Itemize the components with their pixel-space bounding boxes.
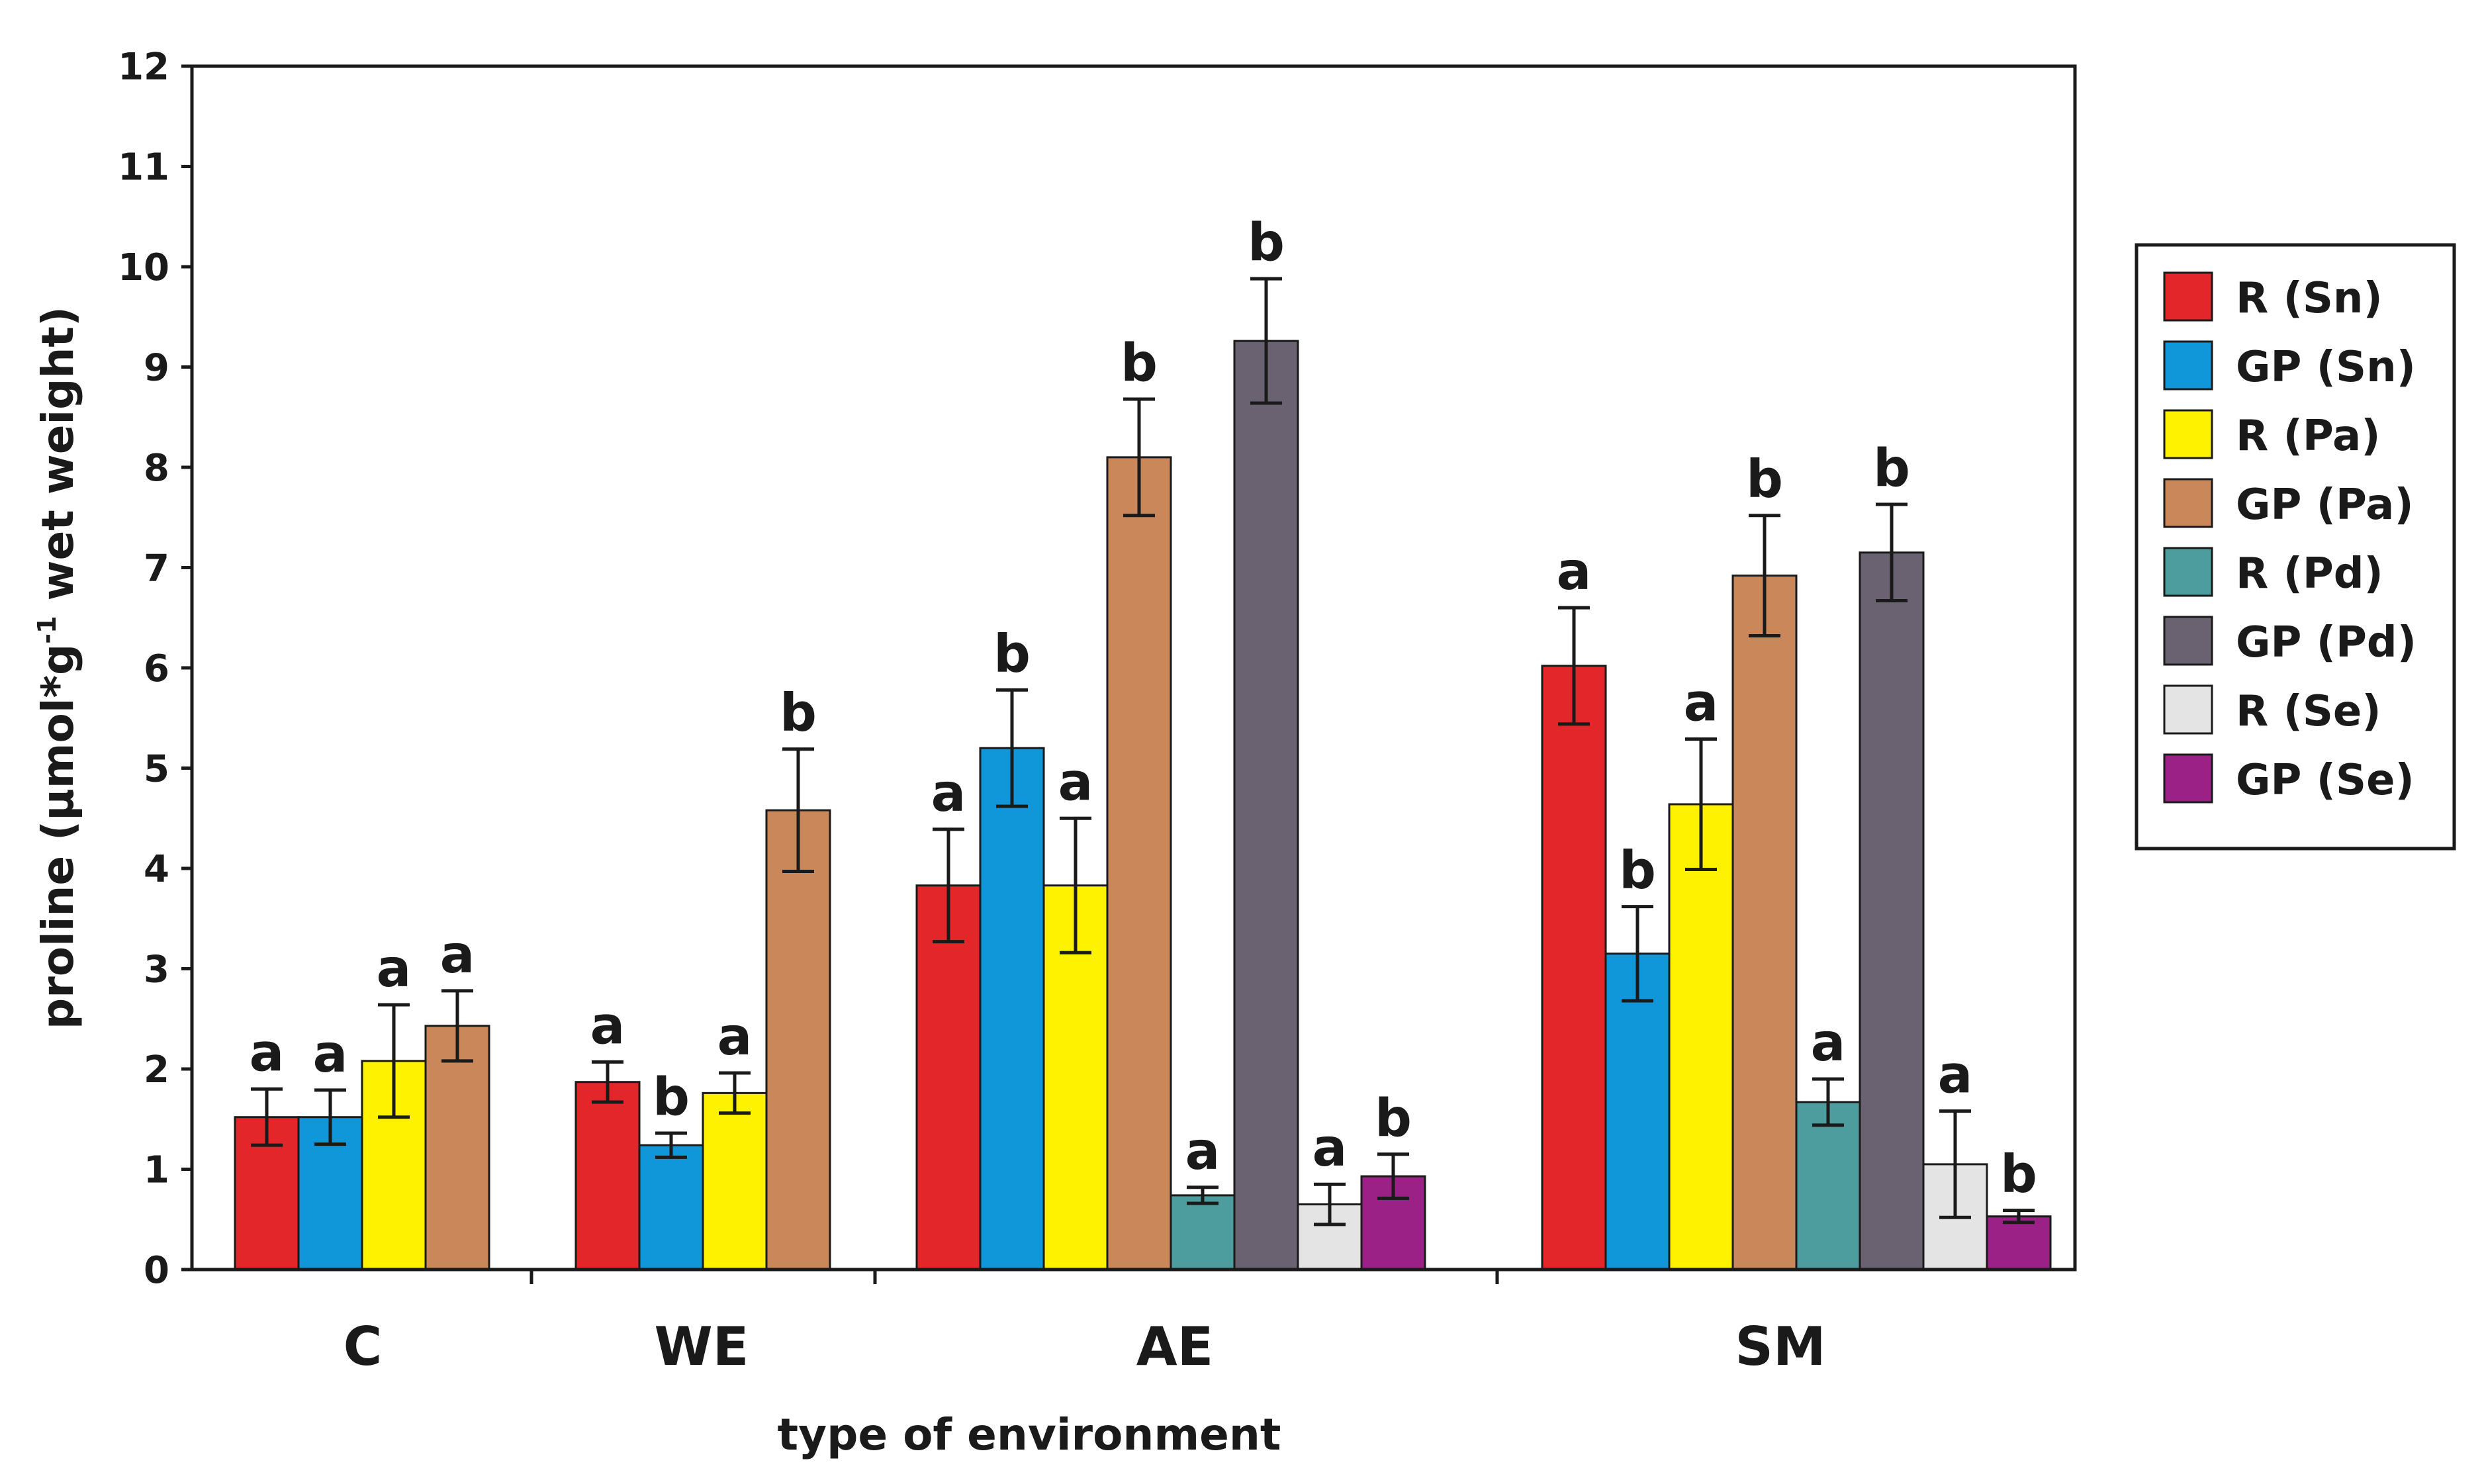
bar: [702, 1091, 768, 1271]
y-axis-title-superscript: -1: [32, 616, 62, 643]
x-category-label: C: [344, 1316, 383, 1377]
legend-swatch: [2163, 478, 2213, 528]
y-tick-label: 7: [144, 547, 169, 590]
y-tick-label: 11: [118, 146, 169, 189]
significance-letter: a: [1938, 1046, 1973, 1105]
bar: [1986, 1215, 2052, 1271]
y-tick-label: 1: [144, 1149, 169, 1192]
bar: [1604, 952, 1671, 1271]
y-tick-label: 4: [144, 848, 169, 891]
significance-letter: b: [993, 624, 1031, 684]
significance-letter: a: [931, 764, 966, 823]
y-tick-label: 0: [144, 1249, 169, 1292]
legend-swatch: [2163, 409, 2213, 459]
legend-swatch: [2163, 271, 2213, 322]
legend-label: GP (Sn): [2236, 343, 2416, 392]
significance-letter: a: [1185, 1122, 1220, 1182]
legend-label: R (Pd): [2236, 549, 2383, 598]
y-tick-label: 6: [144, 647, 169, 690]
bar: [765, 809, 831, 1271]
x-category-label: WE: [655, 1316, 749, 1377]
bar: [424, 1025, 490, 1271]
y-tick-label: 2: [144, 1048, 169, 1091]
error-bars-layer: [251, 277, 2035, 1227]
bar: [979, 747, 1045, 1271]
significance-letter: a: [1684, 674, 1719, 733]
legend-label: R (Se): [2236, 687, 2381, 736]
significance-letter: a: [313, 1025, 348, 1084]
legend-label: GP (Se): [2236, 756, 2415, 805]
legend-swatch: [2163, 616, 2213, 666]
significance-letter: b: [1121, 334, 1158, 393]
legend-swatch: [2163, 547, 2213, 597]
significance-letter: b: [1746, 450, 1783, 510]
significance-letter: a: [590, 996, 625, 1056]
bars-layer: [234, 340, 2052, 1271]
significance-letter: a: [717, 1007, 753, 1067]
significance-letter: a: [440, 925, 475, 985]
significance-letter: a: [1811, 1013, 1846, 1073]
bar: [575, 1081, 641, 1271]
legend-label: R (Sn): [2236, 274, 2383, 323]
y-tick-label: 5: [144, 748, 169, 791]
bar: [1170, 1194, 1236, 1271]
significance-letter: a: [250, 1023, 285, 1083]
y-tick-label: 3: [144, 949, 169, 992]
legend-label: R (Pa): [2236, 412, 2380, 461]
significance-letter: b: [653, 1068, 690, 1127]
bar: [1859, 551, 1925, 1271]
significance-letter: b: [1619, 841, 1656, 901]
significance-letter: a: [1557, 542, 1592, 602]
bar: [638, 1144, 704, 1271]
bar: [1795, 1101, 1861, 1271]
legend-swatch: [2163, 684, 2213, 735]
significance-letter: b: [780, 684, 817, 743]
legend-label: GP (Pd): [2236, 618, 2416, 667]
bar: [1541, 665, 1607, 1271]
x-category-label: SM: [1735, 1316, 1825, 1377]
bar: [1106, 456, 1172, 1271]
y-tick-label: 8: [144, 447, 169, 490]
x-axis-title: type of environment: [778, 1409, 1281, 1460]
significance-letter: a: [1058, 753, 1093, 812]
significance-letter: b: [1375, 1089, 1412, 1148]
legend-label: GP (Pa): [2236, 481, 2414, 530]
y-axis-title: proline (µmol*g-1 wet weight): [32, 306, 83, 1029]
bar: [1668, 803, 1734, 1271]
bar: [1233, 340, 1299, 1271]
y-tick-label: 9: [144, 347, 169, 390]
legend: R (Sn) GP (Sn) R (Pa) GP (Pa) R (Pd) GP (Pd) R…: [2135, 243, 2456, 851]
x-category-label: AE: [1136, 1316, 1214, 1377]
y-tick-label: 10: [118, 246, 169, 289]
y-tick-label: 12: [118, 46, 169, 89]
significance-letter: a: [1312, 1119, 1348, 1178]
bar: [1731, 575, 1798, 1271]
legend-swatch: [2163, 340, 2213, 391]
significance-letter: b: [2000, 1145, 2037, 1205]
y-axis-title-unit: wet weight): [32, 306, 83, 616]
significance-letter: a: [377, 939, 412, 999]
significance-letter: b: [1873, 439, 1910, 498]
significance-letter: b: [1248, 213, 1285, 273]
legend-swatch: [2163, 753, 2213, 804]
x-axis: C WE AE SM: [344, 1270, 1826, 1377]
y-axis-title-main: proline (µmol*g: [32, 644, 83, 1029]
